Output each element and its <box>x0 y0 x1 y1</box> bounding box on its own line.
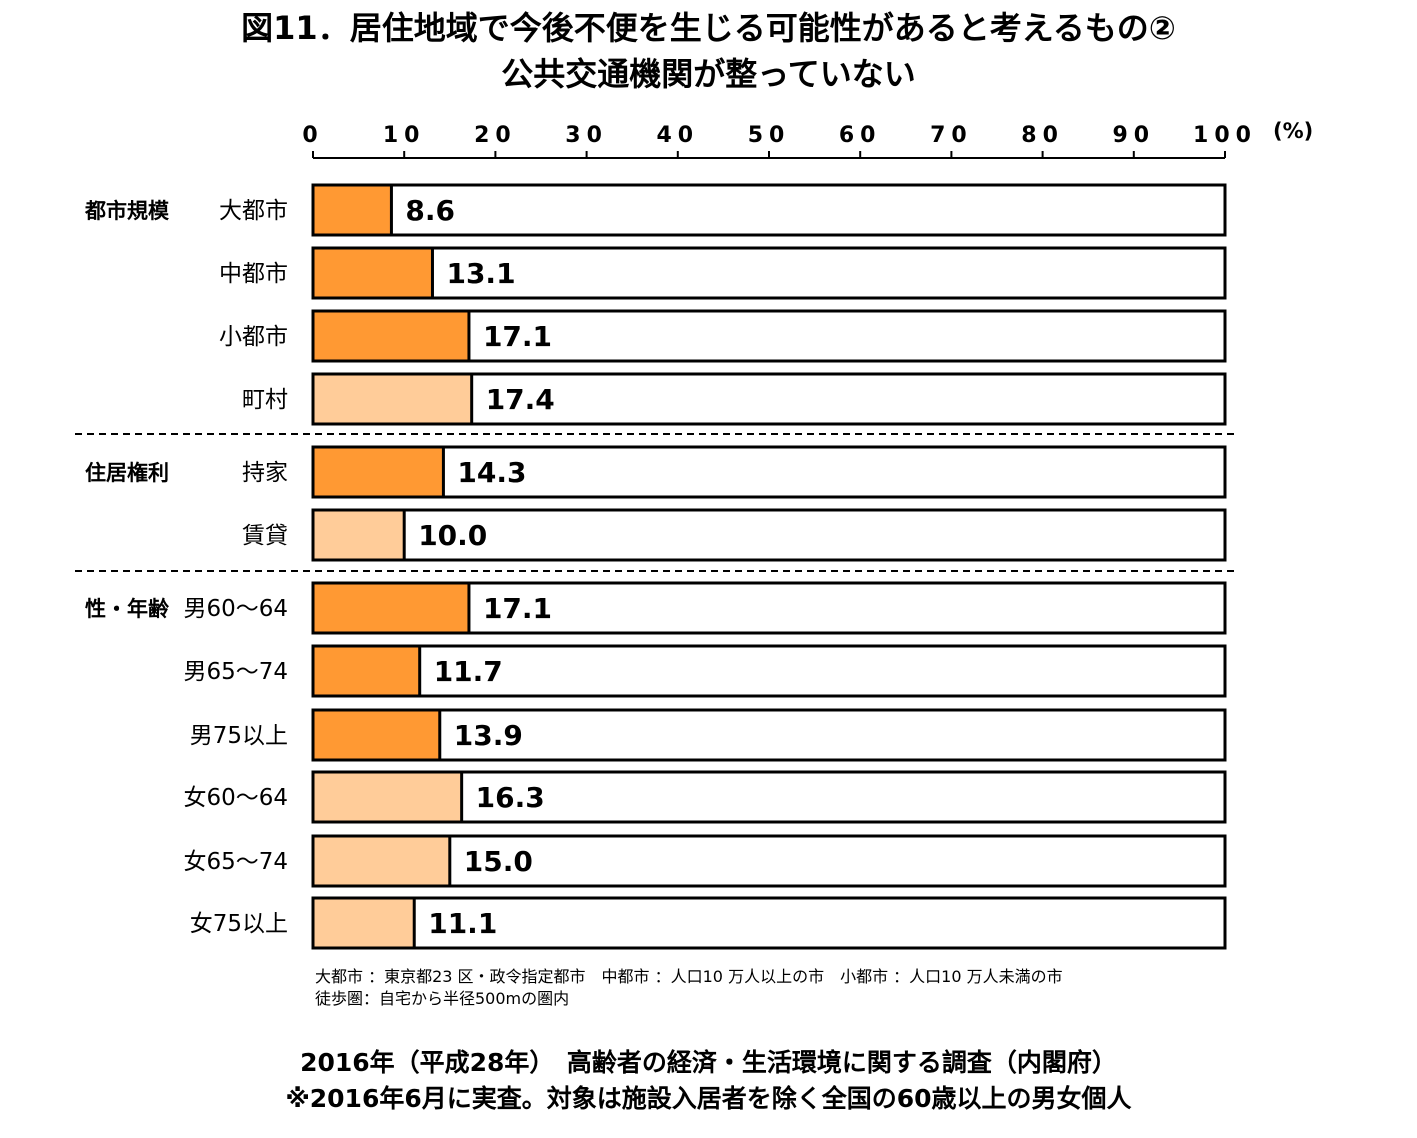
bar <box>311 309 471 363</box>
x-tick-label: 50 <box>748 123 791 148</box>
data-label: 14.3 <box>457 456 526 489</box>
bar-frame <box>311 896 1227 950</box>
x-tick-label: 80 <box>1021 123 1064 148</box>
x-tick-label: 30 <box>565 123 608 148</box>
definition-note: 大都市 ：東京都23 区・政令指定都市 中都市 ：人口10 万人以上の市 小都市… <box>315 967 1063 986</box>
data-label: 13.1 <box>446 257 515 290</box>
group-label: 住居権利 <box>85 461 169 485</box>
category-label: 男65～74 <box>183 659 288 685</box>
x-tick-label: 90 <box>1112 123 1155 148</box>
bar <box>311 770 464 824</box>
bar-frame <box>311 834 1227 888</box>
bar-frame <box>311 644 1227 698</box>
bar-frame <box>311 246 1227 300</box>
bar <box>311 834 452 888</box>
x-tick-label: 0 <box>302 123 323 148</box>
data-label: 11.1 <box>428 907 497 940</box>
category-label: 小都市 <box>219 324 288 350</box>
bar-chart: 0 10 20 30 40 50 60 70 80 90 100 (%) 都市規模 大都市 8.6 中都市 13… <box>75 119 1313 950</box>
category-label: 町村 <box>242 387 288 413</box>
category-label: 女75以上 <box>190 911 288 937</box>
data-label: 8.6 <box>405 194 455 227</box>
data-label: 15.0 <box>464 845 533 878</box>
category-label: 男60～64 <box>183 596 288 622</box>
data-label: 10.0 <box>418 519 487 552</box>
x-tick-label: 70 <box>930 123 973 148</box>
category-label: 中都市 <box>219 261 288 287</box>
bar <box>311 581 471 635</box>
chart-title: 図11．居住地域で今後不便を生じる可能性があると考えるもの② <box>241 9 1176 47</box>
category-label: 大都市 <box>219 198 288 224</box>
data-label: 17.4 <box>486 383 555 416</box>
bar <box>311 708 442 762</box>
group-label: 都市規模 <box>84 199 170 223</box>
category-label: 女60～64 <box>183 785 288 811</box>
bar <box>311 246 434 300</box>
category-label: 持家 <box>242 460 288 486</box>
data-label: 13.9 <box>454 719 523 752</box>
x-tick-label: 100 <box>1193 123 1257 148</box>
bar-frame <box>311 508 1227 562</box>
data-label: 17.1 <box>483 320 552 353</box>
bar <box>311 508 406 562</box>
x-tick-label: 40 <box>656 123 699 148</box>
chart-subtitle: 公共交通機関が整っていない <box>501 55 916 93</box>
definition-note: 徒歩圏：自宅から半径500mの圏内 <box>315 989 570 1008</box>
bar <box>311 445 445 499</box>
data-label: 11.7 <box>434 655 503 688</box>
bar <box>311 896 416 950</box>
group-label: 性・年齢 <box>85 597 170 621</box>
category-label: 賃貸 <box>242 523 288 549</box>
data-label: 17.1 <box>483 592 552 625</box>
bar-frame <box>311 445 1227 499</box>
bar-frame <box>311 708 1227 762</box>
x-axis-unit: (%) <box>1273 119 1313 143</box>
x-tick-label: 20 <box>474 123 517 148</box>
bar <box>311 372 474 426</box>
data-label: 16.3 <box>476 781 545 814</box>
category-label: 女65～74 <box>183 849 288 875</box>
bar <box>311 644 422 698</box>
bar <box>311 183 393 237</box>
source-note: ※2016年6月に実査。対象は施設入居者を除く全国の60歳以上の男女個人 <box>285 1084 1132 1113</box>
x-tick-label: 60 <box>839 123 882 148</box>
x-tick-label: 10 <box>383 123 426 148</box>
category-label: 男75以上 <box>190 723 288 749</box>
bar-frame <box>311 770 1227 824</box>
source-line: 2016年（平成28年） 高齢者の経済・生活環境に関する調査（内閣府） <box>300 1048 1117 1077</box>
